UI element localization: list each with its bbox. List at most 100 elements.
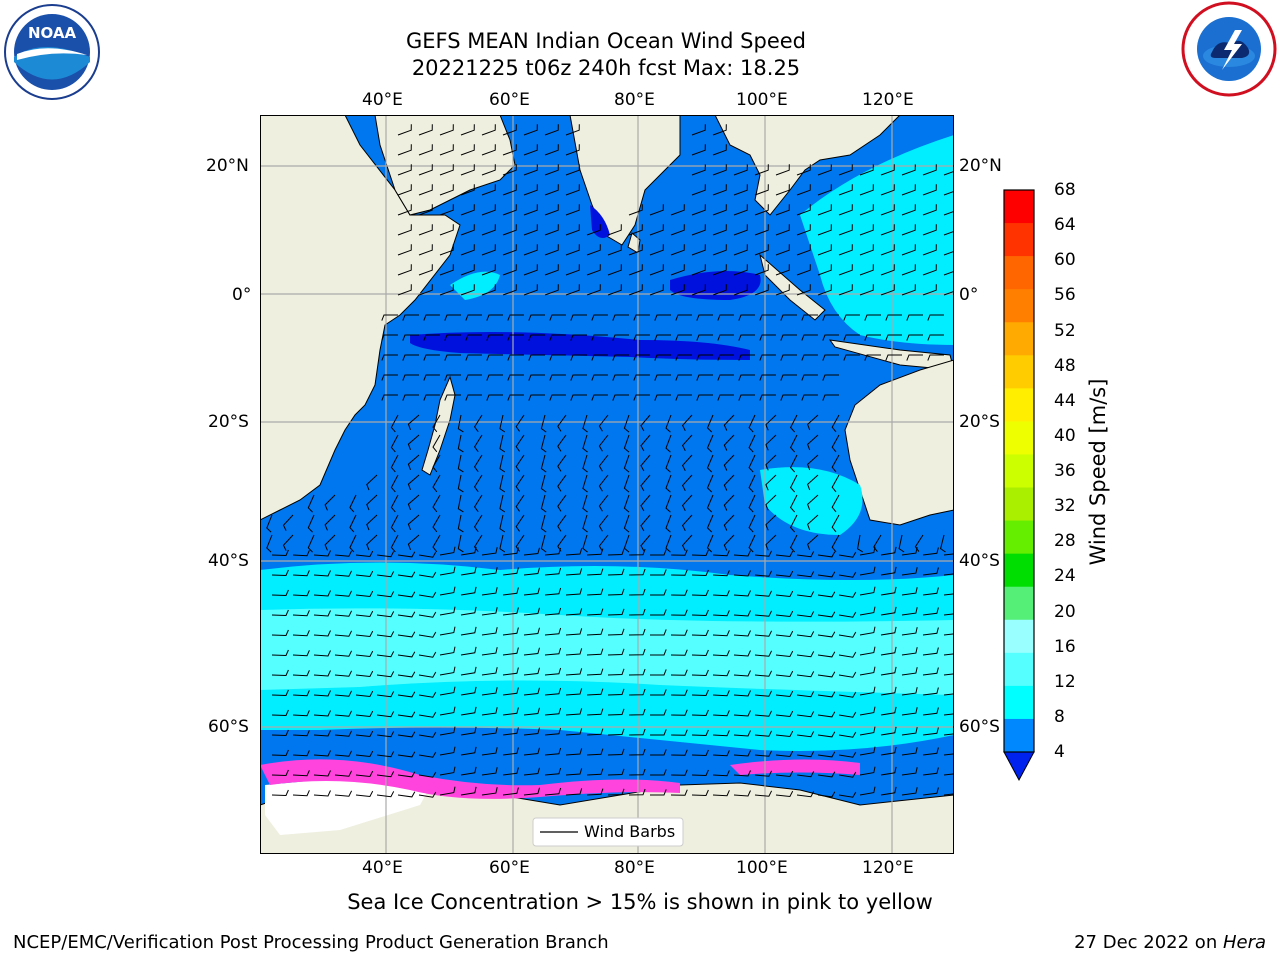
wind-barb bbox=[943, 270, 954, 276]
wind-barb bbox=[754, 284, 769, 296]
colorbar-tick-label: 44 bbox=[1054, 390, 1076, 411]
wind-barb bbox=[565, 788, 583, 796]
wind-barb bbox=[457, 514, 464, 533]
wind-barb bbox=[307, 514, 315, 533]
wind-barb bbox=[586, 568, 604, 576]
wind-barb bbox=[591, 394, 608, 401]
wind-barb bbox=[444, 394, 461, 401]
wind-barb bbox=[650, 749, 667, 756]
wind-barb bbox=[460, 746, 477, 756]
wind-barb bbox=[460, 264, 475, 276]
wind-barb bbox=[355, 790, 374, 798]
wind-barb bbox=[432, 534, 441, 553]
wind-barb bbox=[439, 746, 456, 756]
wind-barb bbox=[691, 184, 706, 196]
wind-barb bbox=[528, 374, 545, 381]
wind-barb bbox=[607, 768, 625, 776]
wind-barb bbox=[598, 474, 609, 492]
wind-barb bbox=[691, 224, 706, 236]
wind-barb bbox=[943, 753, 954, 756]
wind-barb bbox=[586, 548, 604, 556]
wind-barb bbox=[397, 791, 416, 798]
wind-barb bbox=[349, 514, 357, 533]
wind-barb bbox=[397, 751, 416, 758]
wind-barb bbox=[796, 771, 815, 778]
wind-barb bbox=[691, 789, 709, 797]
wind-barb bbox=[670, 729, 688, 736]
wind-barb bbox=[366, 474, 378, 491]
wind-barb bbox=[717, 394, 734, 401]
wind-barb bbox=[807, 514, 819, 531]
wind-barb bbox=[927, 354, 944, 361]
wind-barb bbox=[817, 791, 836, 798]
wind-barb bbox=[628, 204, 643, 216]
colorbar-segment bbox=[1004, 520, 1034, 555]
wind-barb bbox=[628, 588, 646, 596]
wind-barb bbox=[523, 627, 540, 636]
wind-barb bbox=[789, 494, 798, 513]
wind-barb bbox=[292, 610, 310, 617]
wind-barb bbox=[457, 474, 464, 493]
wind-barb bbox=[423, 394, 440, 401]
colorbar-segment bbox=[1004, 685, 1034, 720]
wind-barb bbox=[460, 224, 475, 236]
wind-barb bbox=[723, 534, 735, 551]
wind-barb bbox=[838, 184, 853, 196]
wind-barb bbox=[481, 204, 496, 216]
wind-barb bbox=[754, 690, 773, 697]
wind-barb bbox=[502, 587, 519, 596]
wind-barb bbox=[334, 730, 353, 737]
wind-barb bbox=[628, 548, 646, 556]
wind-barb bbox=[607, 648, 625, 656]
noaa-logo-text: NOAA bbox=[28, 24, 77, 42]
wind-barb bbox=[748, 454, 756, 473]
wind-barb bbox=[733, 690, 751, 697]
wind-barb bbox=[486, 374, 503, 381]
wind-barb bbox=[397, 631, 416, 638]
wind-barb bbox=[922, 264, 937, 276]
wind-barb bbox=[544, 627, 562, 636]
wind-barb bbox=[502, 567, 519, 576]
wind-barb bbox=[943, 633, 954, 636]
wind-barb bbox=[582, 414, 588, 433]
wind-barb bbox=[748, 514, 756, 533]
wind-barb bbox=[712, 690, 730, 697]
wind-barb bbox=[418, 651, 437, 658]
wind-barb bbox=[738, 314, 755, 321]
wind-barb bbox=[549, 334, 566, 341]
colorbar-segment bbox=[1004, 652, 1034, 687]
wind-barb bbox=[880, 666, 897, 676]
wind-barb bbox=[582, 514, 588, 533]
wind-barb bbox=[481, 144, 496, 156]
wind-barb bbox=[557, 494, 567, 512]
wind-barb bbox=[460, 284, 475, 296]
wind-barb bbox=[499, 474, 506, 493]
wind-barb bbox=[607, 548, 625, 556]
wind-barb bbox=[397, 551, 416, 558]
wind-barb bbox=[292, 730, 310, 737]
wind-barb bbox=[612, 374, 629, 381]
wind-barb bbox=[544, 184, 559, 196]
wind-barb bbox=[880, 264, 895, 276]
wind-barb bbox=[670, 284, 685, 296]
wind-barb bbox=[675, 354, 692, 361]
wind-barb bbox=[418, 591, 437, 598]
wind-barb bbox=[334, 630, 353, 637]
wind-barb bbox=[502, 727, 519, 736]
wind-barb bbox=[723, 494, 735, 511]
wind-barb bbox=[838, 551, 857, 558]
wind-barb bbox=[586, 264, 601, 276]
wind-barb bbox=[313, 650, 331, 657]
wind-barb bbox=[780, 334, 797, 341]
wind-barb bbox=[523, 204, 538, 216]
wind-barb bbox=[623, 474, 630, 493]
wind-barb bbox=[654, 314, 671, 321]
wind-barb bbox=[831, 434, 840, 453]
wind-barb bbox=[271, 749, 289, 757]
wind-barb bbox=[523, 647, 540, 656]
calm-zone-equatorial bbox=[410, 331, 750, 360]
lon-tick-top: 60°E bbox=[489, 90, 530, 110]
wind-barb bbox=[922, 667, 939, 676]
wind-barb bbox=[439, 264, 454, 276]
calm-zone-arabian-sea bbox=[590, 205, 610, 239]
